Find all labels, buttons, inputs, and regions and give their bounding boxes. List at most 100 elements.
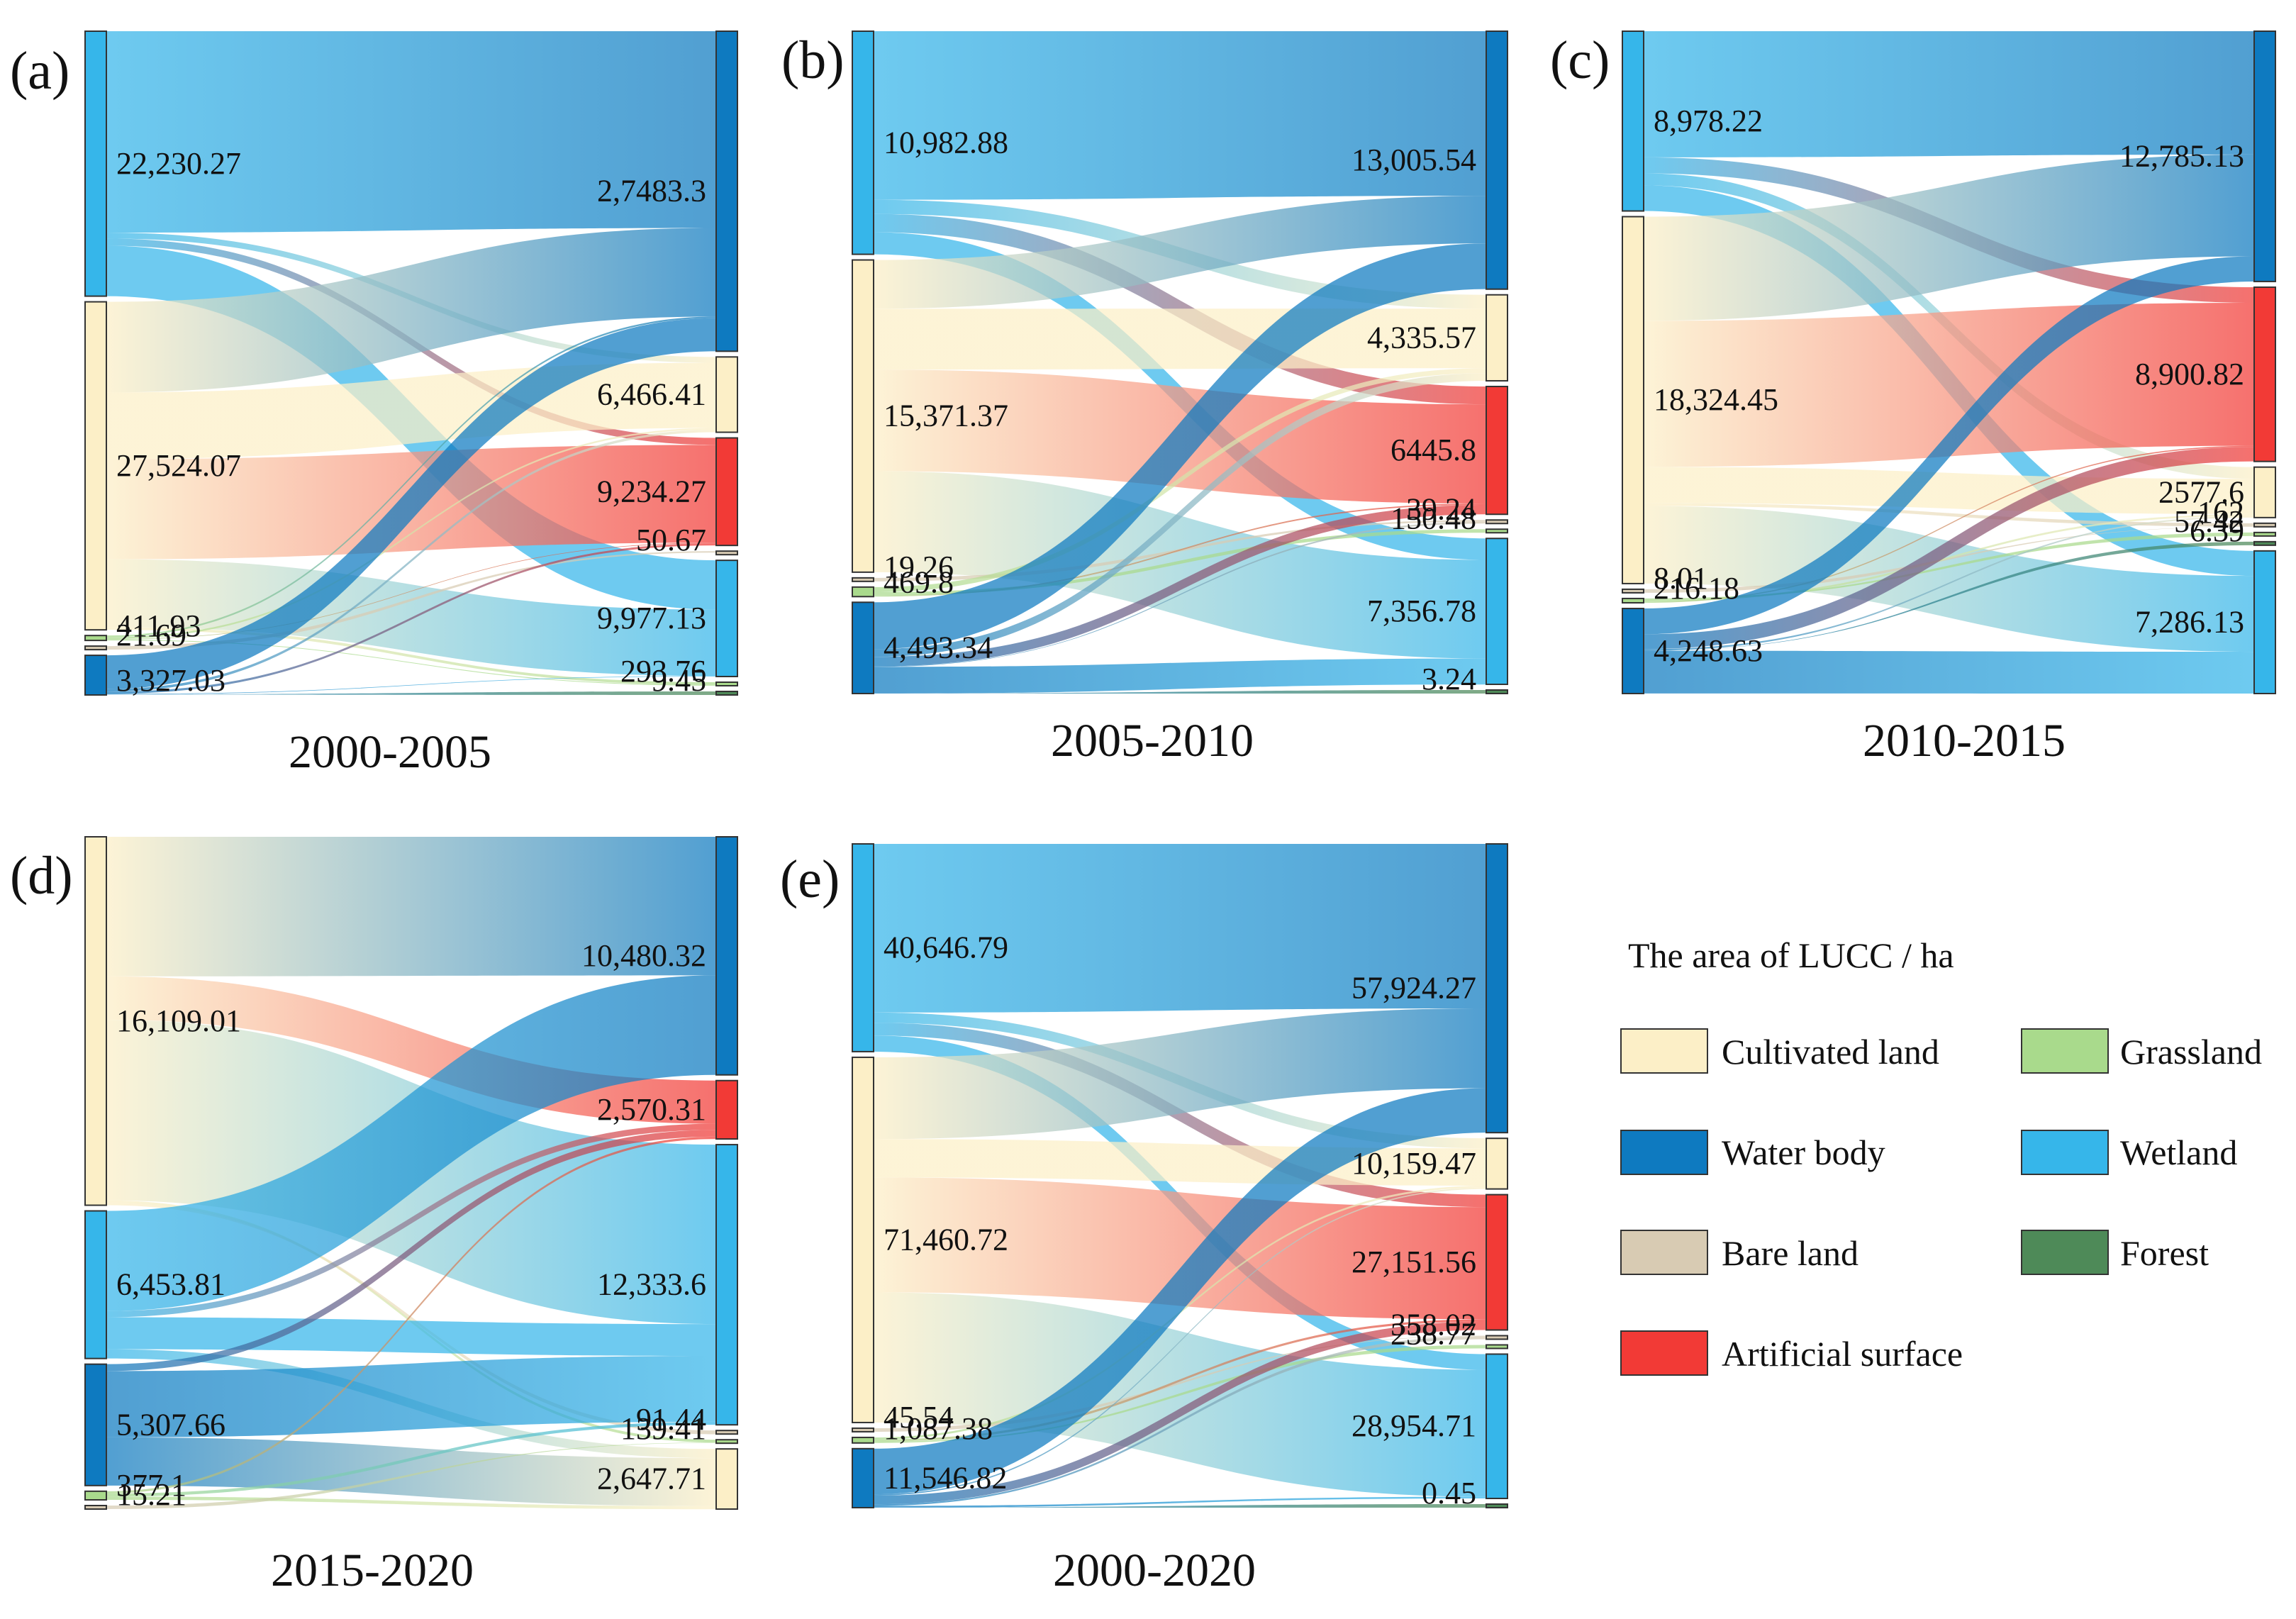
source-value-label: 4,493.34 xyxy=(884,630,993,665)
target-node-bare-land xyxy=(2253,522,2276,528)
source-node-wetland xyxy=(852,843,874,1052)
target-node-forest xyxy=(715,691,738,696)
target-value-label: 10,480.32 xyxy=(581,938,706,973)
flow-cultivated-land-to-bare-land xyxy=(106,1203,716,1435)
flow-water-body-to-cultivated-land xyxy=(874,373,1486,657)
target-value-label: 6.39 xyxy=(2190,513,2244,548)
target-value-label: 358.02 xyxy=(1391,1307,1476,1342)
flow-cultivated-land-to-water-body xyxy=(874,1008,1486,1140)
source-value-label: 5,307.66 xyxy=(116,1407,225,1442)
panel-letter: (c) xyxy=(1550,30,1610,90)
source-value-label: 11,546.82 xyxy=(884,1460,1007,1495)
flow-water-body-to-water-body xyxy=(874,243,1486,650)
target-value-label: 139.41 xyxy=(620,1411,706,1446)
target-node-artificial-surface xyxy=(715,437,738,547)
flow-cultivated-land-to-artificial-surface xyxy=(1644,303,2254,467)
flow-bare-land-to-grassland xyxy=(106,1442,716,1509)
panel-letter: (d) xyxy=(10,846,73,906)
source-node-bare-land xyxy=(852,1427,874,1432)
legend-swatch-bare-land xyxy=(1620,1230,1708,1275)
panel-caption: 2005-2010 xyxy=(1051,715,1254,767)
target-node-artificial-surface xyxy=(1486,385,1508,516)
source-node-grassland xyxy=(1622,597,1644,604)
target-value-label: 9.45 xyxy=(652,663,706,698)
flow-water-body-to-artificial-surface xyxy=(106,1130,716,1372)
source-value-label: 45.54 xyxy=(884,1400,954,1435)
nodes xyxy=(852,843,1508,1509)
flow-grassland-to-artificial-surface xyxy=(874,503,1486,597)
source-value-label: 40,646.79 xyxy=(884,930,1008,964)
source-value-label: 18,324.45 xyxy=(1654,382,1778,417)
flow-links xyxy=(874,31,1486,694)
flow-cultivated-land-to-water-body xyxy=(874,196,1486,309)
target-node-bare-land xyxy=(1486,1335,1508,1340)
source-value-label: 411.93 xyxy=(116,608,201,643)
target-value-label: 9,977.13 xyxy=(597,601,706,635)
target-node-grassland xyxy=(1486,1344,1508,1350)
legend-label: Artificial surface xyxy=(1722,1334,1963,1374)
legend-swatch-wetland xyxy=(2021,1130,2109,1175)
legend-label: Bare land xyxy=(1722,1233,1858,1273)
target-node-wetland xyxy=(2253,550,2276,695)
flow-grassland-to-grassland xyxy=(1644,532,2254,600)
flow-grassland-to-artificial-surface xyxy=(874,1319,1486,1442)
panel-caption: 2010-2015 xyxy=(1863,715,2066,767)
legend-label: Cultivated land xyxy=(1722,1032,1939,1072)
source-node-bare-land xyxy=(84,1505,107,1510)
flow-grassland-to-grassland xyxy=(106,640,716,686)
flow-grassland-to-cultivated-land xyxy=(874,368,1486,593)
node-labels: 16,109.01 6,453.81 5,307.66 377.115.21 10,48… xyxy=(116,938,706,1512)
target-value-label: 7,286.13 xyxy=(2135,604,2244,639)
flow-wetland-to-wetland xyxy=(106,1317,716,1356)
target-value-label: 27,151.56 xyxy=(1352,1245,1476,1279)
target-node-bare-land xyxy=(715,550,738,556)
source-value-label: 15.21 xyxy=(116,1477,186,1512)
source-node-grassland xyxy=(84,1490,107,1501)
target-node-artificial-surface xyxy=(1486,1194,1508,1331)
flow-water-body-to-water-body xyxy=(1644,256,2254,635)
source-value-label: 8,978.22 xyxy=(1654,104,1763,138)
panel-c: (c) 2010-2015 8,978.22 18,324.45 8.01216.1… xyxy=(1550,30,2276,767)
target-value-label: 0.45 xyxy=(1422,1476,1476,1510)
flow-grassland-to-cultivated-land xyxy=(1644,513,2254,602)
target-value-label: 91.44 xyxy=(636,1402,706,1437)
target-value-label: 4,335.57 xyxy=(1367,320,1476,355)
flow-links xyxy=(1644,31,2254,694)
target-value-label: 3.24 xyxy=(1422,662,1476,696)
source-node-bare-land xyxy=(84,645,107,651)
source-node-bare-land xyxy=(852,577,874,582)
flow-grassland-to-artificial-surface xyxy=(106,1136,716,1494)
target-node-cultivated-land xyxy=(1486,294,1508,382)
target-node-bare-land xyxy=(1486,519,1508,525)
source-node-water-body xyxy=(852,601,874,695)
flow-bare-land-to-bare-land xyxy=(106,551,716,650)
source-value-label: 377.1 xyxy=(116,1468,186,1503)
panel-caption: 2000-2020 xyxy=(1053,1545,1256,1596)
target-node-wetland xyxy=(1486,538,1508,685)
source-node-grassland xyxy=(852,1436,874,1444)
legend-swatch-grassland xyxy=(2021,1028,2109,1074)
source-node-wetland xyxy=(84,30,107,297)
panel-letter: (b) xyxy=(781,30,845,90)
flow-water-body-to-forest xyxy=(106,691,716,695)
target-node-grassland xyxy=(2253,531,2276,537)
source-value-label: 1,087.38 xyxy=(884,1411,993,1446)
source-node-wetland xyxy=(84,1210,107,1359)
nodes xyxy=(84,836,738,1510)
target-value-label: 12,333.6 xyxy=(597,1267,706,1302)
target-node-cultivated-land xyxy=(715,356,738,433)
source-value-label: 22,230.27 xyxy=(116,146,241,181)
target-value-label: 13,005.54 xyxy=(1352,143,1476,177)
target-value-label: 2,570.31 xyxy=(597,1092,706,1127)
flow-cultivated-land-to-water-body xyxy=(106,228,716,393)
flow-links xyxy=(106,837,716,1510)
target-node-forest xyxy=(1486,1503,1508,1508)
target-value-label: 9,234.27 xyxy=(597,474,706,508)
flow-water-body-to-cultivated-land xyxy=(874,1187,1486,1496)
legend-item-forest: Forest xyxy=(2021,1230,2209,1275)
flow-links xyxy=(106,31,716,695)
target-node-water-body xyxy=(1486,843,1508,1134)
target-node-grassland xyxy=(1486,528,1508,534)
source-node-water-body xyxy=(1622,608,1644,694)
